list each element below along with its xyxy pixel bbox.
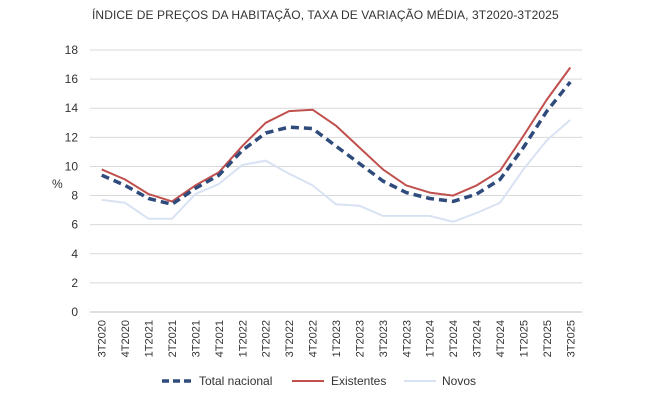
y-tick-label: 14 <box>65 101 79 115</box>
series-line-novos <box>101 119 571 223</box>
legend: Total nacional Existentes Novos <box>162 374 476 388</box>
series-lines <box>101 66 572 223</box>
x-tick-label: 1T2024 <box>425 320 437 357</box>
x-tick-label: 1T2023 <box>331 320 343 357</box>
chart-title: ÍNDICE DE PREÇOS DA HABITAÇÃO, TAXA DE V… <box>92 8 559 22</box>
x-tick-label: 1T2025 <box>518 320 530 357</box>
y-tick-label: 10 <box>65 159 79 173</box>
y-tick-label: 2 <box>71 276 78 290</box>
series-line-existentes <box>101 66 572 203</box>
x-tick-label: 2T2024 <box>448 320 460 357</box>
y-tick-label: 16 <box>65 72 79 86</box>
x-tick-label: 4T2023 <box>401 320 413 357</box>
x-tick-label: 4T2021 <box>214 320 226 357</box>
y-ticks: 0 2 4 6 8 10 12 14 16 18 <box>65 43 79 319</box>
x-tick-label: 3T2025 <box>565 320 577 357</box>
x-tick-label: 4T2022 <box>308 320 320 357</box>
y-tick-label: 12 <box>65 130 79 144</box>
legend-label-total-nacional: Total nacional <box>199 374 272 388</box>
y-tick-label: 8 <box>71 189 78 203</box>
legend-label-novos: Novos <box>442 374 476 388</box>
y-tick-label: 0 <box>71 305 78 319</box>
x-tick-label: 3T2022 <box>284 320 296 357</box>
x-tick-label: 2T2022 <box>261 320 273 357</box>
y-tick-label: 4 <box>71 247 78 261</box>
x-tick-label: 2T2021 <box>167 320 179 357</box>
y-tick-label: 18 <box>65 43 79 57</box>
x-tick-label: 3T2024 <box>472 320 484 357</box>
x-tick-label: 3T2021 <box>190 320 202 357</box>
x-tick-label: 4T2020 <box>120 320 132 357</box>
gridlines <box>90 49 582 313</box>
legend-label-existentes: Existentes <box>331 374 386 388</box>
x-tick-label: 1T2021 <box>144 320 156 357</box>
y-tick-label: 6 <box>71 218 78 232</box>
x-tick-label: 2T2025 <box>542 320 554 357</box>
x-ticks: 3T2020 4T2020 1T2021 2T2021 3T2021 4T2021 1T20… <box>97 320 578 357</box>
series-line-total-nacional <box>101 80 572 207</box>
x-tick-label: 2T2023 <box>354 320 366 357</box>
x-tick-label: 1T2022 <box>237 320 249 357</box>
x-tick-label: 3T2023 <box>378 320 390 357</box>
y-axis-label: % <box>52 177 63 191</box>
x-tick-label: 3T2020 <box>97 320 109 357</box>
x-tick-label: 4T2024 <box>495 320 507 357</box>
